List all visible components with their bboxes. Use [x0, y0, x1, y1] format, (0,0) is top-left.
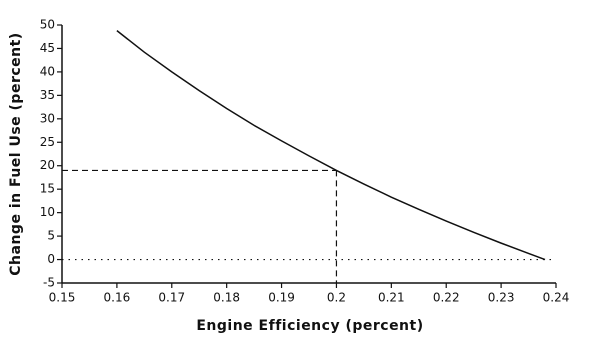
y-tick-label: 50 [40, 18, 55, 32]
x-tick-label: 0.15 [49, 291, 76, 305]
x-tick-label: 0.24 [543, 291, 570, 305]
x-tick-label: 0.2 [327, 291, 346, 305]
x-tick-label: 0.18 [213, 291, 240, 305]
y-tick-label: 35 [40, 88, 55, 102]
x-tick-label: 0.23 [488, 291, 515, 305]
x-tick-label: 0.19 [268, 291, 295, 305]
x-tick-label: 0.17 [158, 291, 185, 305]
x-tick-label: 0.21 [378, 291, 405, 305]
x-tick-label: 0.16 [104, 291, 131, 305]
y-tick-label: 20 [40, 158, 55, 172]
y-tick-label: 30 [40, 111, 55, 125]
x-axis-title: Engine Efficiency (percent) [196, 318, 423, 334]
y-tick-label: 15 [40, 182, 55, 196]
y-tick-label: 45 [40, 41, 55, 55]
y-tick-label: 10 [40, 205, 55, 219]
line [116, 30, 546, 261]
x-tick-label: 0.22 [433, 291, 460, 305]
y-tick-label: 5 [47, 229, 55, 243]
y-tick-label: 40 [40, 64, 55, 78]
y-tick-label: -5 [43, 276, 55, 290]
y-tick-label: 25 [40, 135, 55, 149]
y-tick-label: 0 [47, 252, 55, 266]
y-axis-title: Change in Fuel Use (percent) [8, 32, 24, 275]
